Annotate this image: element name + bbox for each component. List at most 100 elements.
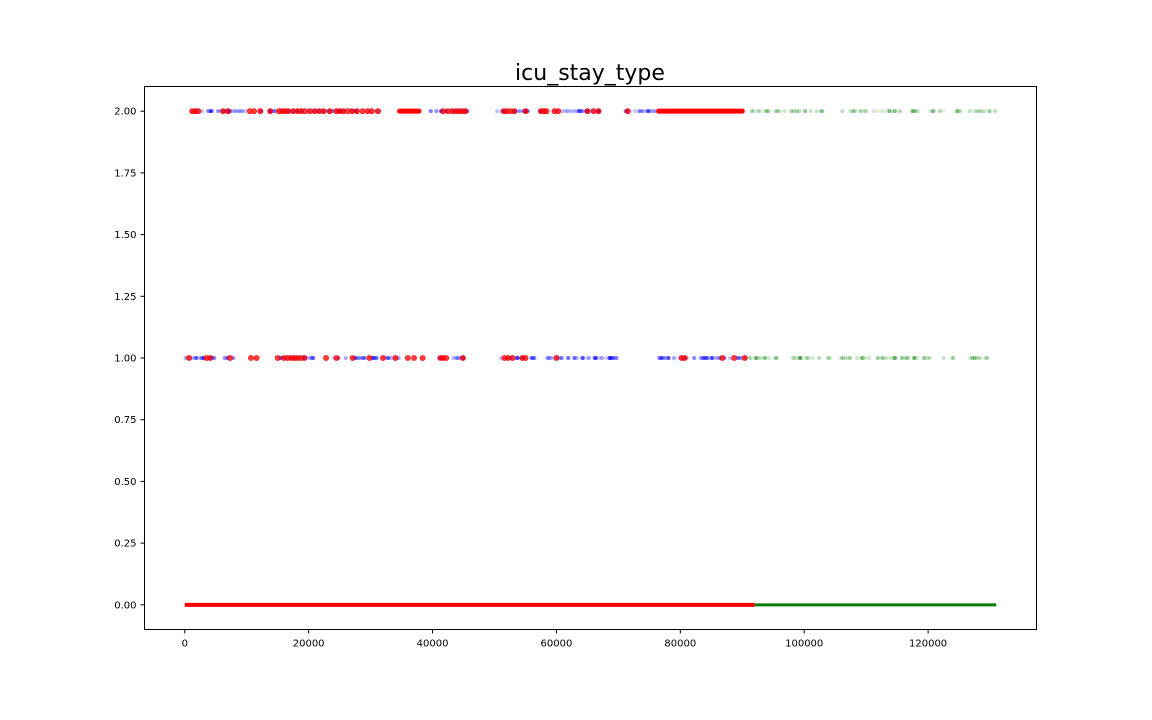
series-point bbox=[572, 109, 577, 114]
series-point bbox=[584, 108, 591, 115]
series-point bbox=[610, 356, 615, 360]
series-point bbox=[861, 356, 866, 360]
series-point bbox=[222, 356, 227, 360]
series-point bbox=[958, 109, 963, 114]
series-point bbox=[587, 356, 592, 360]
series-point bbox=[797, 356, 801, 360]
series-point bbox=[657, 356, 662, 360]
series-point bbox=[355, 356, 360, 360]
series-point bbox=[575, 109, 580, 114]
series-point bbox=[311, 356, 316, 360]
series-point bbox=[731, 355, 738, 361]
series-point bbox=[225, 108, 231, 115]
series-point bbox=[709, 356, 714, 360]
series-point bbox=[728, 356, 733, 360]
series-point bbox=[356, 356, 361, 360]
series-point bbox=[763, 356, 768, 360]
series-point bbox=[988, 109, 993, 114]
series-point bbox=[649, 109, 654, 114]
series-point bbox=[797, 109, 802, 114]
x-tick-label: 80000 bbox=[664, 639, 696, 650]
series-point bbox=[186, 355, 192, 361]
series-point bbox=[428, 109, 433, 114]
series-point bbox=[659, 356, 663, 360]
series-point bbox=[207, 355, 214, 361]
series-point bbox=[547, 356, 552, 360]
series-point bbox=[560, 356, 565, 360]
x-tick-label: 100000 bbox=[785, 639, 823, 650]
series-point bbox=[614, 356, 619, 360]
series-point bbox=[253, 355, 260, 361]
series-point bbox=[208, 109, 213, 114]
series-point bbox=[659, 356, 664, 360]
series-point bbox=[848, 109, 853, 114]
series-point bbox=[749, 109, 754, 114]
series-point bbox=[782, 109, 787, 114]
series-point bbox=[761, 356, 766, 360]
series-point bbox=[640, 109, 645, 114]
series-point bbox=[545, 356, 549, 360]
series-point bbox=[301, 108, 308, 115]
series-point bbox=[927, 109, 932, 114]
series-point bbox=[609, 356, 614, 360]
series-point bbox=[806, 356, 810, 360]
series-point bbox=[955, 109, 960, 114]
series-point bbox=[906, 356, 911, 360]
series-point bbox=[795, 109, 799, 114]
series-point bbox=[531, 356, 536, 360]
series-point bbox=[851, 109, 856, 114]
series-point bbox=[775, 109, 780, 114]
series-point bbox=[911, 356, 916, 360]
series-point bbox=[549, 356, 554, 360]
series-point bbox=[495, 109, 499, 114]
series-point bbox=[844, 356, 849, 360]
y-tick-label: 0.75 bbox=[114, 415, 136, 426]
series-point bbox=[565, 109, 570, 114]
series-point bbox=[511, 108, 518, 115]
series-point bbox=[925, 356, 930, 360]
series-point bbox=[359, 356, 364, 360]
series-point bbox=[705, 356, 710, 360]
series-point bbox=[913, 109, 917, 114]
y-tick-label: 2.00 bbox=[114, 107, 136, 118]
series-point bbox=[704, 356, 708, 360]
series-point bbox=[916, 109, 921, 114]
series-point bbox=[941, 109, 946, 114]
series-point bbox=[593, 356, 598, 360]
series-point bbox=[361, 356, 366, 360]
series-point bbox=[789, 109, 794, 114]
series-point bbox=[361, 356, 366, 360]
series-point bbox=[239, 109, 244, 114]
series-point bbox=[636, 109, 641, 114]
series-point bbox=[847, 356, 852, 360]
series-point bbox=[974, 109, 979, 114]
series-point bbox=[892, 109, 897, 114]
series-point bbox=[773, 356, 778, 360]
series-point bbox=[899, 356, 904, 360]
series-point bbox=[713, 356, 718, 360]
y-axis: 0.00 0.25 0.50 0.75 1.00 1.25 1.50 1.75 2.00 bbox=[114, 107, 145, 611]
series-point bbox=[659, 356, 663, 360]
series-point bbox=[665, 356, 670, 360]
series-point bbox=[804, 356, 809, 360]
series-point bbox=[808, 109, 813, 114]
series-point bbox=[993, 109, 998, 114]
series-point bbox=[715, 356, 720, 360]
x-tick-label: 60000 bbox=[541, 639, 573, 650]
series-point bbox=[820, 109, 825, 114]
series-point bbox=[791, 109, 796, 114]
series-point bbox=[913, 356, 918, 360]
series-point bbox=[710, 356, 715, 360]
series-point bbox=[522, 355, 529, 361]
series-point bbox=[701, 356, 706, 360]
series-point bbox=[624, 108, 631, 115]
series-point bbox=[274, 355, 281, 361]
series-point bbox=[841, 356, 846, 360]
series-point bbox=[839, 356, 844, 360]
series-point bbox=[357, 356, 362, 360]
series-point bbox=[764, 109, 769, 114]
series-point bbox=[903, 356, 908, 360]
series-point bbox=[860, 356, 865, 360]
series-point bbox=[951, 356, 955, 360]
series-point bbox=[977, 356, 982, 360]
